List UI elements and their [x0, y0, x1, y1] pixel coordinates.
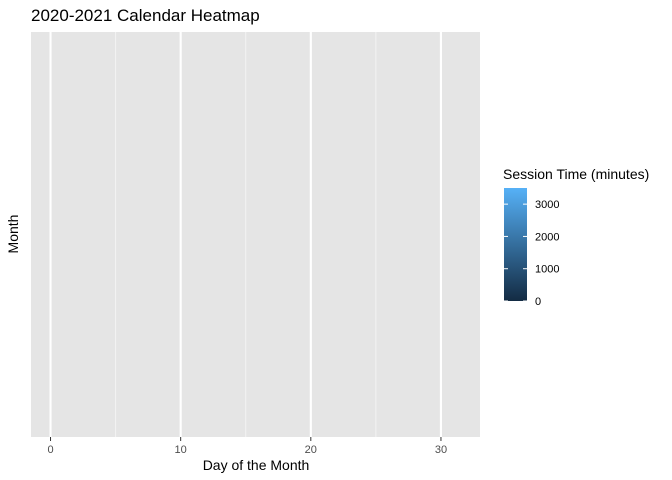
legend-title: Session Time (minutes) — [503, 166, 649, 182]
x-tick-label: 20 — [305, 444, 317, 456]
chart-title: 2020-2021 Calendar Heatmap — [31, 6, 260, 25]
plot-panel — [31, 32, 480, 437]
legend-tick-label: 0 — [535, 296, 541, 308]
legend-tick-label: 1000 — [535, 264, 559, 276]
y-axis-title: Month — [5, 215, 21, 254]
x-tick-label: 30 — [435, 444, 447, 456]
x-tick-label: 10 — [175, 444, 187, 456]
legend-colorbar — [504, 188, 527, 301]
x-tick-label: 0 — [47, 444, 53, 456]
x-axis: 0 10 20 30 — [47, 437, 447, 456]
color-legend: Session Time (minutes) 0 1000 2000 3000 — [503, 166, 649, 308]
grid-lines — [49, 32, 443, 437]
x-axis-title: Day of the Month — [203, 457, 310, 473]
legend-tick-label: 3000 — [535, 199, 559, 211]
legend-tick-label: 2000 — [535, 231, 559, 243]
legend-ticks: 0 1000 2000 3000 — [504, 199, 559, 308]
